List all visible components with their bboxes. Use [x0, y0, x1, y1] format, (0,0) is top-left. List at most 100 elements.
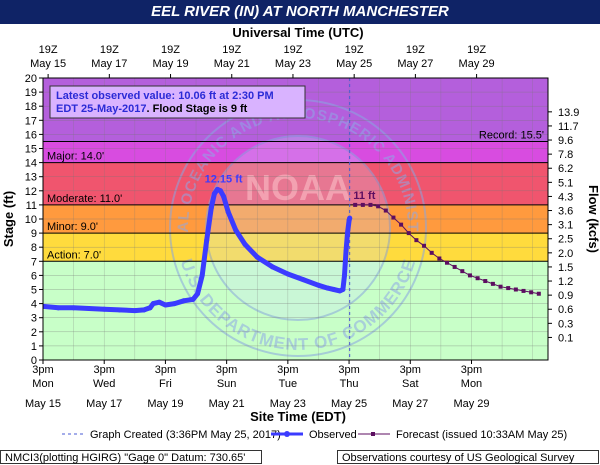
legend: Graph Created (3:36PM May 25, 2017) Obse…: [62, 429, 567, 441]
top-tick-label-date-1: May 17: [91, 58, 127, 70]
observed-point-2: [71, 305, 77, 311]
peak-label: 12.15 ft: [205, 174, 243, 186]
threshold-lines: [43, 140, 548, 262]
legend-graph-created: Graph Created (3:36PM May 25, 2017): [90, 429, 281, 441]
major-band: [43, 141, 548, 163]
top-tick-label-date-2: May 19: [152, 58, 188, 70]
threshold-label-minor: Minor: 9.0': [47, 221, 98, 233]
bottom-tick-label-day-2: Fri: [159, 378, 172, 390]
info-latest-line: Latest observed value: 10.06 ft at 2:30 …: [56, 90, 274, 102]
observed-point-10: [156, 299, 162, 305]
right-tick-label-9: 3.6: [558, 206, 573, 218]
forecast-point-11: [437, 256, 442, 261]
footer-datum: NMCI3(plotting HGIRG) "Gage 0" Datum: 73…: [0, 450, 262, 464]
threshold-label-major: Major: 14.0': [47, 151, 104, 163]
top-tick-label-time-3: 19Z: [222, 44, 241, 56]
threshold-label-moderate: Moderate: 11.0': [47, 193, 122, 205]
hydrograph-chart: NATIONAL OCEANIC AND ATMOSPHERIC ADMINIS…: [1, 25, 600, 441]
top-tick-label-time-2: 19Z: [161, 44, 180, 56]
forecast-point-16: [475, 276, 480, 281]
right-tick-label-10: 4.3: [558, 191, 573, 203]
observed-point-17: [204, 237, 210, 243]
observed-series-line: [43, 186, 353, 314]
observed-point-32: [331, 287, 337, 292]
right-tick-label-13: 7.8: [558, 149, 573, 161]
observed-point-22: [221, 193, 227, 199]
top-tick-label-time-1: 19Z: [100, 44, 119, 56]
left-tick-label-15: 15: [25, 144, 37, 156]
observed-point-9: [150, 301, 156, 307]
top-axis-label: Universal Time (UTC): [232, 25, 363, 40]
legend-forecast: Forecast (issued 10:33AM May 25): [396, 429, 567, 441]
forecast-label: 11 ft: [353, 190, 375, 202]
left-axis-label: Stage (ft): [1, 191, 16, 247]
forecast-point-9: [422, 243, 427, 248]
forecast-point-6: [399, 222, 404, 227]
bottom-tick-label-date-1: May 17: [86, 398, 122, 410]
forecast-point-17: [483, 279, 488, 284]
left-tick-label-10: 10: [25, 214, 37, 226]
top-tick-label-time-5: 19Z: [345, 44, 364, 56]
top-tick-label-date-3: May 21: [214, 58, 250, 70]
observed-point-8: [147, 305, 153, 311]
right-tick-label-4: 1.2: [558, 276, 573, 288]
bottom-tick-label-time-6: 3pm: [400, 364, 421, 376]
top-tick-label-date-0: May 15: [30, 58, 66, 70]
observed-point-1: [55, 305, 61, 311]
observed-point-26: [254, 254, 260, 260]
observed-point-0: [43, 303, 46, 309]
bottom-tick-label-time-5: 3pm: [338, 364, 359, 376]
right-tick-label-5: 1.5: [558, 262, 573, 274]
observed-point-19: [211, 191, 217, 197]
left-tick-label-9: 9: [31, 228, 37, 240]
threshold-label-record: Record: 15.5': [479, 129, 544, 141]
left-tick-label-14: 14: [25, 158, 37, 170]
forecast-point-23: [529, 290, 534, 295]
forecast-point-14: [460, 269, 465, 274]
left-tick-label-0: 0: [31, 355, 37, 367]
right-axis-ticks: 0.1 0.3 0.6 0.9 1.2 1.5 2.0 2.5 3.1 3.6 4.3 5.1 6.2 7…: [548, 107, 579, 344]
legend-observed-marker: [284, 431, 290, 437]
left-tick-label-3: 3: [31, 313, 37, 325]
observed-point-14: [190, 296, 196, 302]
observed-point-13: [181, 298, 187, 304]
top-axis-ticks: 19Z May 15 19Z May 17 19Z May 19 19Z May 21 19Z M…: [30, 44, 495, 78]
left-tick-label-12: 12: [25, 186, 37, 198]
bottom-tick-label-date-2: May 19: [147, 398, 183, 410]
bottom-tick-label-day-7: Mon: [461, 378, 482, 390]
observed-point-4: [101, 306, 107, 312]
observed-point-15: [195, 291, 201, 297]
bottom-tick-label-time-3: 3pm: [216, 364, 237, 376]
bottom-tick-label-day-6: Sat: [402, 378, 419, 390]
right-tick-label-1: 0.3: [558, 318, 573, 330]
right-axis-label: Flow (kcfs): [586, 185, 600, 253]
forecast-point-18: [490, 281, 495, 286]
top-tick-label-date-7: May 29: [459, 58, 495, 70]
top-tick-label-time-7: 19Z: [467, 44, 486, 56]
bottom-tick-label-day-3: Sun: [217, 378, 237, 390]
bottom-tick-label-day-5: Thu: [340, 378, 359, 390]
forecast-point-8: [414, 238, 419, 243]
forecast-point-21: [513, 287, 518, 292]
forecast-point-19: [498, 284, 503, 289]
forecast-point-22: [521, 288, 526, 293]
observed-point-36: [343, 248, 349, 254]
top-tick-label-time-4: 19Z: [283, 44, 302, 56]
left-tick-label-18: 18: [25, 101, 37, 113]
right-tick-label-6: 2.0: [558, 248, 573, 260]
info-flood-stage: . Flood Stage is 9 ft: [147, 103, 248, 115]
left-tick-label-11: 11: [26, 200, 37, 212]
moderate-band: [43, 162, 548, 205]
observed-point-39: [347, 215, 353, 221]
left-tick-label-6: 6: [31, 270, 37, 282]
forecast-point-20: [506, 286, 511, 291]
bottom-tick-label-time-4: 3pm: [277, 364, 298, 376]
legend-observed: Observed: [309, 429, 357, 441]
bottom-tick-label-day-1: Wed: [93, 378, 115, 390]
title-bar: [0, 0, 600, 24]
bottom-tick-label-date-0: May 15: [25, 398, 61, 410]
left-tick-label-16: 16: [25, 129, 37, 141]
legend-forecast-marker: [371, 432, 375, 436]
bottom-tick-label-time-2: 3pm: [155, 364, 176, 376]
chart-title: EEL RIVER (IN) AT NORTH MANCHESTER: [151, 3, 449, 20]
